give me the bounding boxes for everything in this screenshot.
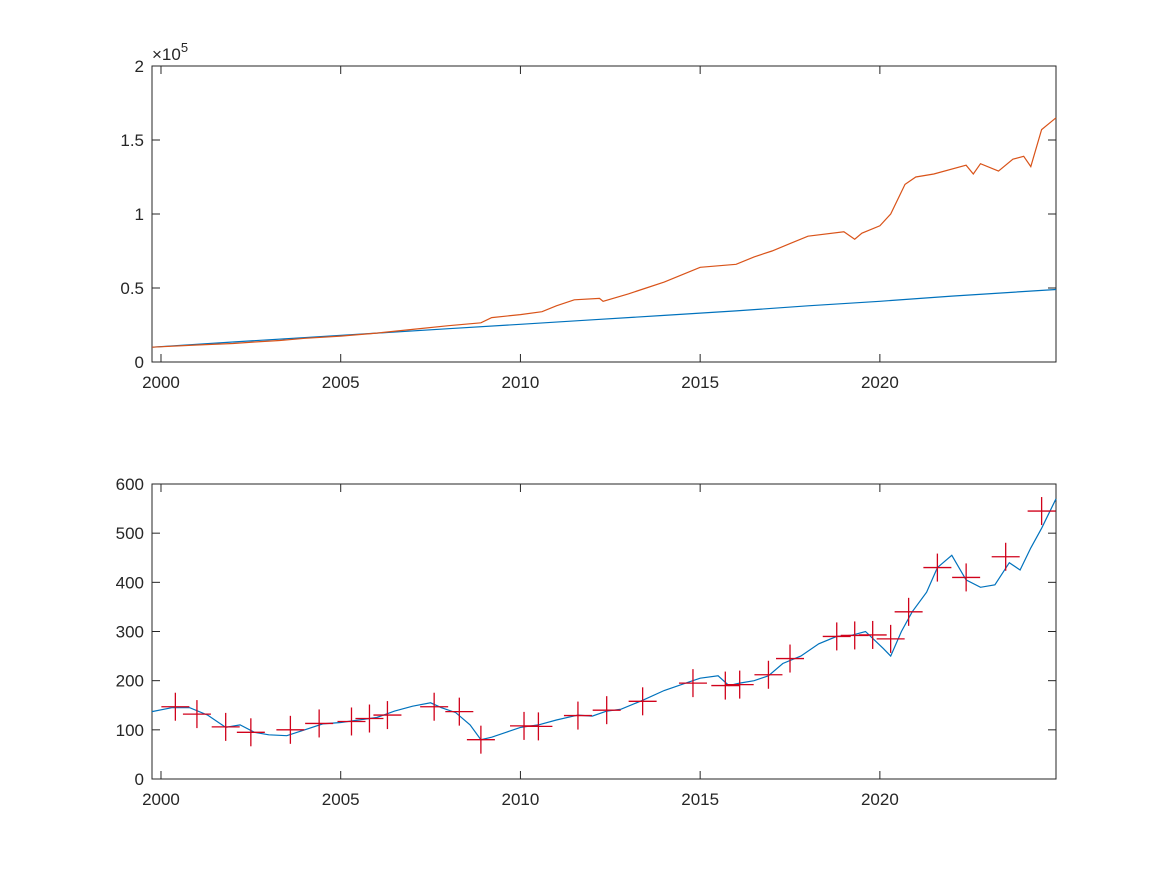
top-tick-layer: 2000 2005 2010 2015 2020 0 0.5 1 1.5 2	[120, 57, 1056, 392]
top-xtick-label: 2015	[681, 373, 719, 392]
bottom-marker-point	[858, 620, 887, 649]
bottom-marker-point	[876, 624, 905, 653]
bottom-ytick-label: 200	[116, 672, 144, 691]
bottom-axes-box	[151, 483, 1057, 780]
bottom-marker-point	[466, 725, 495, 754]
top-xtick-label: 2005	[322, 373, 360, 392]
bottom-marker-point	[236, 718, 265, 747]
bottom-marker-point	[678, 669, 707, 698]
bottom-marker-point	[776, 644, 805, 673]
bottom-marker-point	[991, 542, 1020, 571]
bottom-xtick-label: 2010	[502, 790, 540, 809]
bottom-marker-point	[373, 701, 402, 730]
bottom-marker-point	[211, 712, 240, 741]
bottom-marker-point	[923, 553, 952, 582]
bottom-marker-point	[445, 697, 474, 726]
bottom-xtick-label: 2000	[142, 790, 180, 809]
top-ytick-label: 0	[135, 353, 144, 372]
bottom-ytick-label: 300	[116, 623, 144, 642]
bottom-marker-point	[1027, 497, 1056, 526]
top-axes-box	[151, 65, 1057, 363]
bottom-ytick-label: 500	[116, 524, 144, 543]
top-ytick-label: 1	[135, 205, 144, 224]
bottom-xtick-label: 2005	[322, 790, 360, 809]
top-series-layer	[151, 117, 1057, 348]
bottom-xtick-label: 2015	[681, 790, 719, 809]
bottom-marker-point	[161, 692, 190, 721]
bottom-marker-point	[822, 622, 851, 651]
bottom-marker-point	[894, 597, 923, 626]
bottom-ytick-label: 0	[135, 770, 144, 789]
top-exponent-label: ×105	[152, 40, 188, 64]
bottom-marker-point	[725, 670, 754, 699]
bottom-marker-point	[182, 700, 211, 729]
bottom-tick-layer: 2000 2005 2010 2015 2020 0 100 200 300 400 500 600	[116, 475, 1056, 809]
bottom-marker-point	[276, 715, 305, 744]
bottom-marker-point	[524, 712, 553, 741]
top-ytick-label: 2	[135, 57, 144, 76]
bottom-ytick-label: 400	[116, 573, 144, 592]
bottom-ytick-label: 600	[116, 475, 144, 494]
top-series-line-0	[151, 288, 1057, 348]
bottom-marker-point	[420, 692, 449, 721]
top-ytick-label: 1.5	[120, 131, 144, 150]
bottom-marker-point	[337, 707, 366, 736]
top-ytick-label: 0.5	[120, 279, 144, 298]
bottom-marker-point	[711, 671, 740, 700]
top-xtick-label: 2000	[142, 373, 180, 392]
top-series-line-1	[151, 117, 1057, 348]
bottom-xtick-label: 2020	[861, 790, 899, 809]
bottom-ytick-label: 100	[116, 721, 144, 740]
bottom-axes: 2000 2005 2010 2015 2020 0 100 200 300 400 500 600	[116, 475, 1057, 809]
top-xtick-label: 2020	[861, 373, 899, 392]
top-xtick-label: 2010	[502, 373, 540, 392]
bottom-marker-point	[754, 660, 783, 689]
bottom-marker-point	[952, 563, 981, 592]
bottom-marker-point	[563, 701, 592, 730]
bottom-marker-point	[355, 704, 384, 733]
bottom-marker-point	[592, 696, 621, 725]
top-axes: 2000 2005 2010 2015 2020 0 0.5 1 1.5 2 ×105	[120, 40, 1057, 392]
bottom-marker-point	[628, 687, 657, 716]
bottom-marker-point	[305, 709, 334, 738]
bottom-series-layer	[151, 497, 1057, 754]
